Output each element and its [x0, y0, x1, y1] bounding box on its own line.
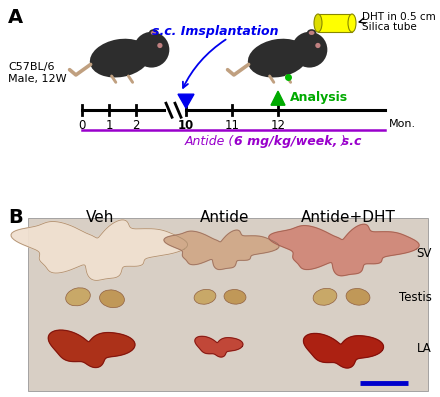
Text: DHT in 0.5 cm: DHT in 0.5 cm — [362, 12, 436, 22]
Text: B: B — [8, 208, 23, 227]
Text: 2: 2 — [132, 119, 140, 132]
Text: 6 mg/kg/week, s.c: 6 mg/kg/week, s.c — [234, 135, 361, 148]
Text: ): ) — [341, 135, 345, 148]
Text: Mon.: Mon. — [389, 119, 416, 129]
Ellipse shape — [149, 29, 158, 37]
Text: 11: 11 — [224, 119, 239, 132]
Ellipse shape — [194, 289, 216, 304]
Text: LA: LA — [417, 342, 432, 355]
Ellipse shape — [99, 290, 125, 308]
Text: A: A — [8, 8, 23, 27]
Text: Male, 12W: Male, 12W — [8, 74, 66, 84]
Ellipse shape — [224, 289, 246, 304]
Circle shape — [157, 43, 162, 48]
Polygon shape — [48, 330, 135, 368]
Text: Veh: Veh — [86, 210, 114, 225]
Ellipse shape — [248, 39, 308, 77]
Circle shape — [134, 32, 169, 67]
Text: s.c. Imsplantation: s.c. Imsplantation — [152, 25, 278, 38]
Bar — [318, 14, 352, 32]
Circle shape — [315, 43, 320, 48]
Ellipse shape — [151, 31, 157, 35]
Ellipse shape — [348, 14, 356, 32]
Polygon shape — [195, 336, 243, 357]
Polygon shape — [271, 91, 285, 105]
Text: SV: SV — [417, 247, 432, 260]
Polygon shape — [11, 220, 187, 280]
Ellipse shape — [90, 39, 150, 77]
Ellipse shape — [346, 289, 370, 305]
Text: 0: 0 — [78, 119, 86, 132]
Polygon shape — [178, 94, 194, 108]
Text: 10: 10 — [178, 119, 194, 132]
Text: 12: 12 — [271, 119, 286, 132]
Ellipse shape — [309, 31, 315, 35]
Text: Testis: Testis — [399, 291, 432, 304]
Text: C57BL/6: C57BL/6 — [8, 62, 55, 72]
Polygon shape — [164, 230, 279, 270]
Text: Antide+DHT: Antide+DHT — [301, 210, 396, 225]
Polygon shape — [269, 224, 419, 276]
Bar — [28, 218, 428, 391]
Text: Antide: Antide — [200, 210, 250, 225]
Text: Antide (: Antide ( — [184, 135, 234, 148]
Ellipse shape — [314, 14, 322, 32]
Ellipse shape — [313, 288, 337, 305]
Polygon shape — [304, 333, 384, 368]
Text: 1: 1 — [105, 119, 113, 132]
Ellipse shape — [66, 288, 90, 306]
Text: Silica tube: Silica tube — [362, 22, 417, 32]
Circle shape — [292, 32, 327, 67]
Ellipse shape — [307, 29, 316, 37]
Text: Analysis: Analysis — [290, 91, 348, 104]
